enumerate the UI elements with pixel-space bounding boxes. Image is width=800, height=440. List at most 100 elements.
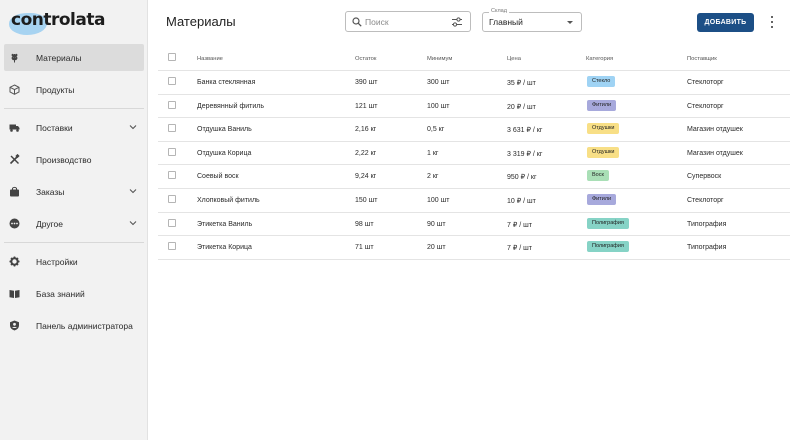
table-row[interactable]: Деревянный фитиль 121 шт 100 шт 20 ₽ / шт Ст…	[158, 95, 790, 119]
column-header-stock[interactable]: Остаток	[355, 56, 377, 62]
logo-blob	[9, 13, 47, 35]
table-row[interactable]: Этикетка Корица 71 шт 20 шт 7 ₽ / шт Типогра…	[158, 236, 790, 260]
cell-price: 7 ₽ / шт	[507, 245, 532, 253]
sidebar-item-label: Панель администратора	[36, 321, 133, 331]
row-checkbox[interactable]	[168, 77, 176, 85]
search-box[interactable]	[345, 11, 471, 32]
sidebar-divider	[4, 108, 144, 109]
logo[interactable]: controlata	[9, 8, 105, 35]
category-chip: Стекло	[587, 76, 616, 87]
row-checkbox[interactable]	[168, 147, 176, 156]
wheat-icon	[9, 52, 20, 63]
chevron-down-icon[interactable]	[128, 186, 138, 196]
cell-min: 100 шт	[427, 196, 450, 204]
sidebar-item-label: Продукты	[36, 85, 75, 95]
sidebar-item-shield-user[interactable]: Панель администратора	[4, 312, 144, 339]
row-checkbox[interactable]	[168, 218, 176, 227]
sidebar-divider	[4, 242, 144, 243]
cell-price: 20 ₽ / шт	[507, 103, 536, 111]
sidebar-item-tools[interactable]: Производство	[4, 146, 144, 173]
cell-supplier: Типография	[687, 244, 727, 252]
more-vert-icon[interactable]	[768, 15, 776, 29]
cell-min: 100 шт	[427, 102, 450, 110]
cell-min: 300 шт	[427, 79, 450, 86]
sidebar-item-more-circle[interactable]: Другое	[4, 210, 144, 237]
cell-min: 1 кг	[427, 149, 439, 157]
sidebar-item-label: Настройки	[36, 257, 78, 267]
search-input[interactable]	[365, 15, 445, 29]
category-chip: Воск	[587, 170, 609, 182]
cell-price: 3 631 ₽ / кг	[507, 127, 543, 135]
sidebar-item-book[interactable]: База знаний	[4, 280, 144, 307]
cell-stock: 2,22 кг	[355, 149, 377, 157]
sidebar-item-label: Другое	[36, 219, 64, 229]
cell-name: Этикетка Корица	[197, 244, 252, 252]
sidebar-item-truck[interactable]: Поставки	[4, 114, 144, 141]
cell-supplier: Стеклоторг	[687, 196, 724, 204]
cell-min: 20 шт	[427, 244, 446, 252]
row-checkbox[interactable]	[168, 242, 176, 251]
cell-stock: 150 шт	[355, 196, 378, 204]
tools-icon	[9, 154, 20, 165]
sidebar-item-gear[interactable]: Настройки	[4, 248, 144, 275]
category-chip: Отдушки	[587, 123, 620, 135]
sidebar-item-label: База знаний	[36, 289, 85, 299]
cell-supplier: Магазин отдушек	[687, 149, 743, 157]
table-header-row: Название Остаток Минимум Цена Категория …	[158, 47, 790, 71]
chevron-down-icon[interactable]	[128, 218, 138, 228]
column-header-supplier[interactable]: Поставщик	[687, 56, 717, 62]
sidebar-item-label: Материалы	[36, 53, 82, 63]
cell-name: Банка стеклянная	[197, 79, 256, 86]
cell-stock: 98 шт	[355, 220, 374, 228]
caret-down-icon	[567, 21, 573, 24]
warehouse-select-label: Склад	[489, 8, 509, 14]
column-header-category[interactable]: Категория	[586, 56, 614, 62]
cell-price: 35 ₽ / шт	[507, 80, 536, 87]
cell-name: Хлопковый фитиль	[197, 196, 260, 204]
column-header-min[interactable]: Минимум	[427, 56, 453, 62]
cell-price: 10 ₽ / шт	[507, 197, 536, 205]
cell-name: Деревянный фитиль	[197, 102, 264, 110]
gear-icon	[9, 256, 20, 267]
row-checkbox[interactable]	[168, 100, 176, 109]
materials-table: Название Остаток Минимум Цена Категория …	[158, 47, 790, 260]
row-checkbox[interactable]	[168, 171, 176, 180]
cell-min: 0,5 кг	[427, 126, 445, 134]
table-row[interactable]: Хлопковый фитиль 150 шт 100 шт 10 ₽ / шт Сте…	[158, 189, 790, 213]
sidebar-item-box[interactable]: Продукты	[4, 76, 144, 103]
table-row[interactable]: Этикетка Ваниль 98 шт 90 шт 7 ₽ / шт Типогра…	[158, 213, 790, 237]
cell-stock: 390 шт	[355, 79, 378, 86]
cell-stock: 121 шт	[355, 102, 378, 110]
table-row[interactable]: Отдушка Ваниль 2,16 кг 0,5 кг 3 631 ₽ / кг М…	[158, 118, 790, 142]
cell-stock: 9,24 кг	[355, 173, 377, 181]
bag-icon	[9, 186, 20, 197]
column-header-price[interactable]: Цена	[507, 56, 521, 62]
book-icon	[9, 288, 20, 299]
table-row[interactable]: Банка стеклянная 390 шт 300 шт 35 ₽ / шт Сте…	[158, 71, 790, 95]
add-button[interactable]: ДОБАВИТЬ	[697, 13, 754, 32]
row-checkbox[interactable]	[168, 124, 176, 133]
cell-price: 3 319 ₽ / кг	[507, 150, 543, 158]
cell-price: 7 ₽ / шт	[507, 221, 532, 229]
page-title: Материалы	[166, 14, 236, 29]
cell-name: Соевый воск	[197, 173, 239, 181]
category-chip: Полиграфия	[587, 217, 629, 229]
category-chip: Отдушки	[587, 146, 620, 158]
column-header-name[interactable]: Название	[197, 56, 223, 62]
table-row[interactable]: Отдушка Корица 2,22 кг 1 кг 3 319 ₽ / кг Маг…	[158, 142, 790, 166]
search-icon	[352, 17, 362, 27]
cell-min: 90 шт	[427, 220, 446, 228]
warehouse-select[interactable]: Склад Главный	[482, 8, 582, 32]
logo-text: controlata	[11, 10, 105, 30]
sidebar-item-wheat[interactable]: Материалы	[4, 44, 144, 71]
chevron-down-icon[interactable]	[128, 122, 138, 132]
cell-supplier: Стеклоторг	[687, 102, 724, 110]
filter-settings-icon[interactable]	[451, 16, 463, 28]
sidebar-item-bag[interactable]: Заказы	[4, 178, 144, 205]
select-all-checkbox[interactable]	[168, 53, 176, 61]
cell-min: 2 кг	[427, 173, 439, 181]
cell-supplier: Типография	[687, 220, 727, 228]
cell-name: Отдушка Ваниль	[197, 126, 252, 134]
table-row[interactable]: Соевый воск 9,24 кг 2 кг 950 ₽ / кг Супервос…	[158, 165, 790, 189]
row-checkbox[interactable]	[168, 194, 176, 203]
